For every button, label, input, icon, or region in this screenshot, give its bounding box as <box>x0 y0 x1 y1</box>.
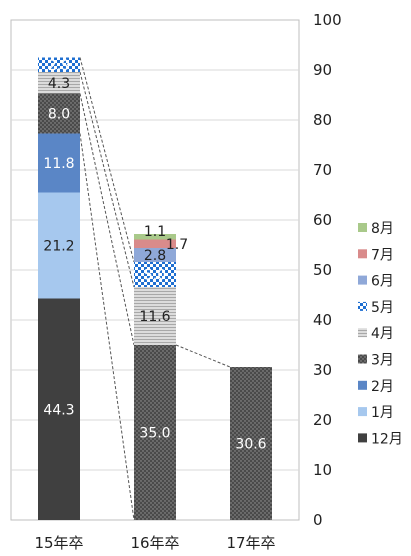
y-tick-label: 20 <box>313 411 332 429</box>
series-line <box>79 71 135 288</box>
legend-swatch-7月 <box>358 249 367 259</box>
x-tick-label: 16年卒 <box>130 534 179 552</box>
series-line <box>79 133 135 521</box>
y-tick-label: 30 <box>313 361 332 379</box>
legend-swatch-2月 <box>358 380 367 390</box>
y-tick-label: 10 <box>313 461 332 479</box>
series-line <box>175 344 231 368</box>
y-tick-label: 80 <box>313 111 332 129</box>
data-label: 44.3 <box>43 402 74 418</box>
legend-swatch-6月 <box>358 275 367 285</box>
axes: 0 10 20 30 40 50 60 70 80 90 100 15年卒 16年卒 17年卒 <box>34 11 341 552</box>
legend-label: 6月 <box>371 274 394 290</box>
bar-segment-7月 <box>134 239 176 248</box>
bar-segment-1月 <box>38 192 80 299</box>
legend-label: 1月 <box>371 405 394 421</box>
data-label: 1.1 <box>144 224 166 240</box>
legend-label: 4月 <box>371 326 394 342</box>
legend-swatch-5月 <box>358 301 367 311</box>
bar-segment-3月 <box>230 367 272 520</box>
y-tick-label: 50 <box>313 261 332 279</box>
y-tick-label: 70 <box>313 161 332 179</box>
bar-segment-4月 <box>134 287 176 345</box>
bar-segment-6月 <box>134 248 176 262</box>
bar-segment-3月 <box>38 93 80 134</box>
data-label: 1.7 <box>166 237 188 253</box>
bar-segment-2月 <box>38 133 80 193</box>
data-label: 8.0 <box>48 107 70 123</box>
legend-swatch-12月 <box>358 433 367 443</box>
legend-label: 5月 <box>371 300 394 316</box>
bar-segment-8月 <box>134 234 176 240</box>
y-tick-label: 100 <box>313 11 342 29</box>
y-tick-label: 90 <box>313 61 332 79</box>
legend-swatch-3月 <box>358 354 367 364</box>
legend-swatch-8月 <box>358 223 367 232</box>
data-label: 2.9 <box>48 58 70 74</box>
x-tick-label: 17年卒 <box>226 534 275 552</box>
series-lines <box>79 57 231 521</box>
data-label: 35.0 <box>139 426 170 442</box>
data-label: 2.8 <box>144 248 166 264</box>
legend-label: 8月 <box>371 221 394 237</box>
x-tick-label: 15年卒 <box>34 534 83 552</box>
series-line <box>79 93 135 346</box>
data-labels: 44.3 21.2 11.8 8.0 4.3 2.9 35.0 11.6 5.0 2.81.71.… <box>43 58 266 453</box>
data-label: 21.2 <box>43 239 74 255</box>
data-label: 11.8 <box>43 156 74 172</box>
bar-segment-5月 <box>38 57 80 72</box>
legend-swatch-1月 <box>358 407 367 417</box>
legend-label: 7月 <box>371 247 394 263</box>
bar-segment-5月 <box>134 262 176 287</box>
bar-segment-3月 <box>134 345 176 520</box>
data-label: 4.3 <box>48 76 70 92</box>
legend-label: 2月 <box>371 379 394 395</box>
y-tick-label: 0 <box>313 511 323 529</box>
y-tick-label: 40 <box>313 311 332 329</box>
bar-segment-4月 <box>38 72 80 94</box>
legend-swatch-4月 <box>358 328 367 338</box>
data-label: 30.6 <box>235 437 266 453</box>
data-label: 11.6 <box>139 309 170 325</box>
legend-label: 3月 <box>371 353 394 369</box>
data-label: 5.0 <box>144 268 166 284</box>
bar-segment-12月 <box>38 298 80 520</box>
legend-label: 12月 <box>371 431 403 447</box>
series-line <box>79 57 135 263</box>
y-tick-label: 60 <box>313 211 332 229</box>
legend: 8月 7月 6月 5月 4月 3月 2月 1月 12月 <box>358 221 403 447</box>
bars <box>38 57 272 520</box>
